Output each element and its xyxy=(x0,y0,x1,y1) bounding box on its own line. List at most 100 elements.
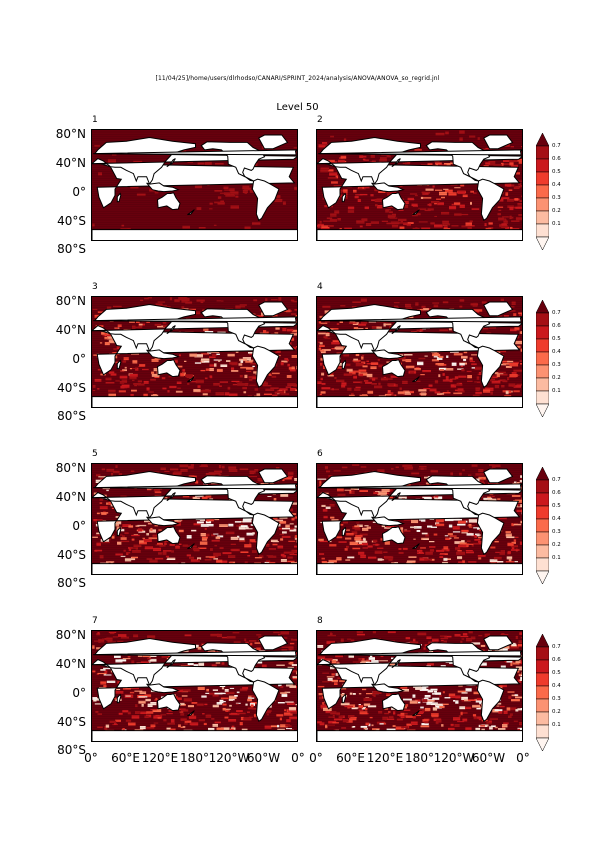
field-cell xyxy=(137,655,143,657)
colorbar-swatch xyxy=(536,634,549,648)
field-cell xyxy=(370,194,374,197)
land-mass xyxy=(381,526,406,545)
field-cell xyxy=(211,664,217,668)
map-panel xyxy=(91,129,298,241)
field-cell xyxy=(170,728,176,731)
field-cell xyxy=(430,222,435,225)
field-cell xyxy=(105,724,110,728)
field-cell xyxy=(509,162,514,166)
colorbar-tick-label: 0.7 xyxy=(552,310,561,316)
colorbar-swatch xyxy=(536,133,549,147)
field-cell xyxy=(286,702,295,705)
field-cell xyxy=(138,325,143,329)
field-cell xyxy=(138,696,148,698)
field-cell xyxy=(137,383,145,386)
field-cell xyxy=(510,306,515,308)
field-cell xyxy=(240,551,249,553)
field-cell xyxy=(498,371,506,374)
land-mass xyxy=(483,468,514,484)
field-cell xyxy=(114,655,121,658)
field-cell xyxy=(250,362,259,365)
field-cell xyxy=(420,551,424,554)
field-cell xyxy=(203,575,207,576)
field-cell xyxy=(127,656,131,658)
field-cell xyxy=(230,407,237,408)
field-cell xyxy=(112,154,117,156)
field-cell xyxy=(369,407,377,408)
field-cell xyxy=(97,726,103,728)
field-cell xyxy=(521,313,522,316)
field-cell xyxy=(360,466,367,468)
field-cell xyxy=(405,307,413,309)
field-cell xyxy=(176,381,182,384)
field-cell xyxy=(464,699,471,702)
field-cell xyxy=(431,359,439,362)
field-cell xyxy=(225,531,235,535)
field-cell xyxy=(351,531,358,535)
field-cell xyxy=(513,523,522,526)
field-cell xyxy=(493,164,502,166)
field-cell xyxy=(247,555,251,557)
field-cell xyxy=(498,209,502,211)
field-cell xyxy=(322,561,328,564)
field-cell xyxy=(435,703,444,706)
field-cell xyxy=(511,301,516,305)
field-cell xyxy=(150,702,157,706)
field-cell xyxy=(407,466,413,470)
field-cell xyxy=(229,361,233,365)
field-cell xyxy=(104,332,107,337)
field-cell xyxy=(386,209,391,211)
field-cell xyxy=(450,162,454,165)
field-cell xyxy=(222,728,229,730)
field-cell xyxy=(515,709,519,712)
field-cell xyxy=(448,524,453,528)
field-cell xyxy=(205,473,213,476)
field-cell xyxy=(521,690,522,694)
land-mass xyxy=(412,543,420,550)
field-cell xyxy=(273,631,280,634)
field-cell xyxy=(515,217,522,221)
field-cell xyxy=(511,643,517,647)
field-cell xyxy=(231,361,238,366)
field-cell xyxy=(394,394,397,397)
field-cell xyxy=(352,693,356,695)
field-cell xyxy=(421,191,426,194)
field-cell xyxy=(416,329,424,332)
field-cell xyxy=(140,711,147,715)
field-cell xyxy=(441,639,444,642)
field-cell xyxy=(490,560,499,564)
field-cell xyxy=(513,390,520,393)
colorbar-swatch xyxy=(536,145,549,160)
field-cell xyxy=(402,359,408,362)
field-cell xyxy=(387,390,391,394)
field-cell xyxy=(97,741,104,742)
field-cell xyxy=(239,722,243,726)
field-cell xyxy=(249,640,257,642)
field-cell xyxy=(420,392,427,396)
field-cell xyxy=(180,713,185,716)
field-cell xyxy=(92,384,96,388)
field-cell xyxy=(368,705,377,708)
field-cell xyxy=(133,544,139,548)
colorbar-swatch xyxy=(536,351,549,366)
field-cell xyxy=(361,321,368,325)
field-cell xyxy=(296,366,297,368)
field-cell xyxy=(503,710,508,714)
field-cell xyxy=(279,533,284,535)
field-cell xyxy=(424,497,432,501)
field-cell xyxy=(218,359,221,362)
field-cell xyxy=(248,376,253,379)
field-cell xyxy=(425,482,430,485)
field-cell xyxy=(94,314,101,318)
field-cell xyxy=(247,711,250,713)
field-cell xyxy=(139,726,146,730)
field-cell xyxy=(178,297,187,301)
field-cell xyxy=(491,495,495,497)
field-cell xyxy=(284,691,291,694)
field-cell xyxy=(454,634,461,637)
land-mass xyxy=(371,683,405,694)
field-cell xyxy=(508,695,512,699)
field-cell xyxy=(150,378,156,381)
field-cell xyxy=(391,394,395,396)
field-cell xyxy=(94,549,98,552)
